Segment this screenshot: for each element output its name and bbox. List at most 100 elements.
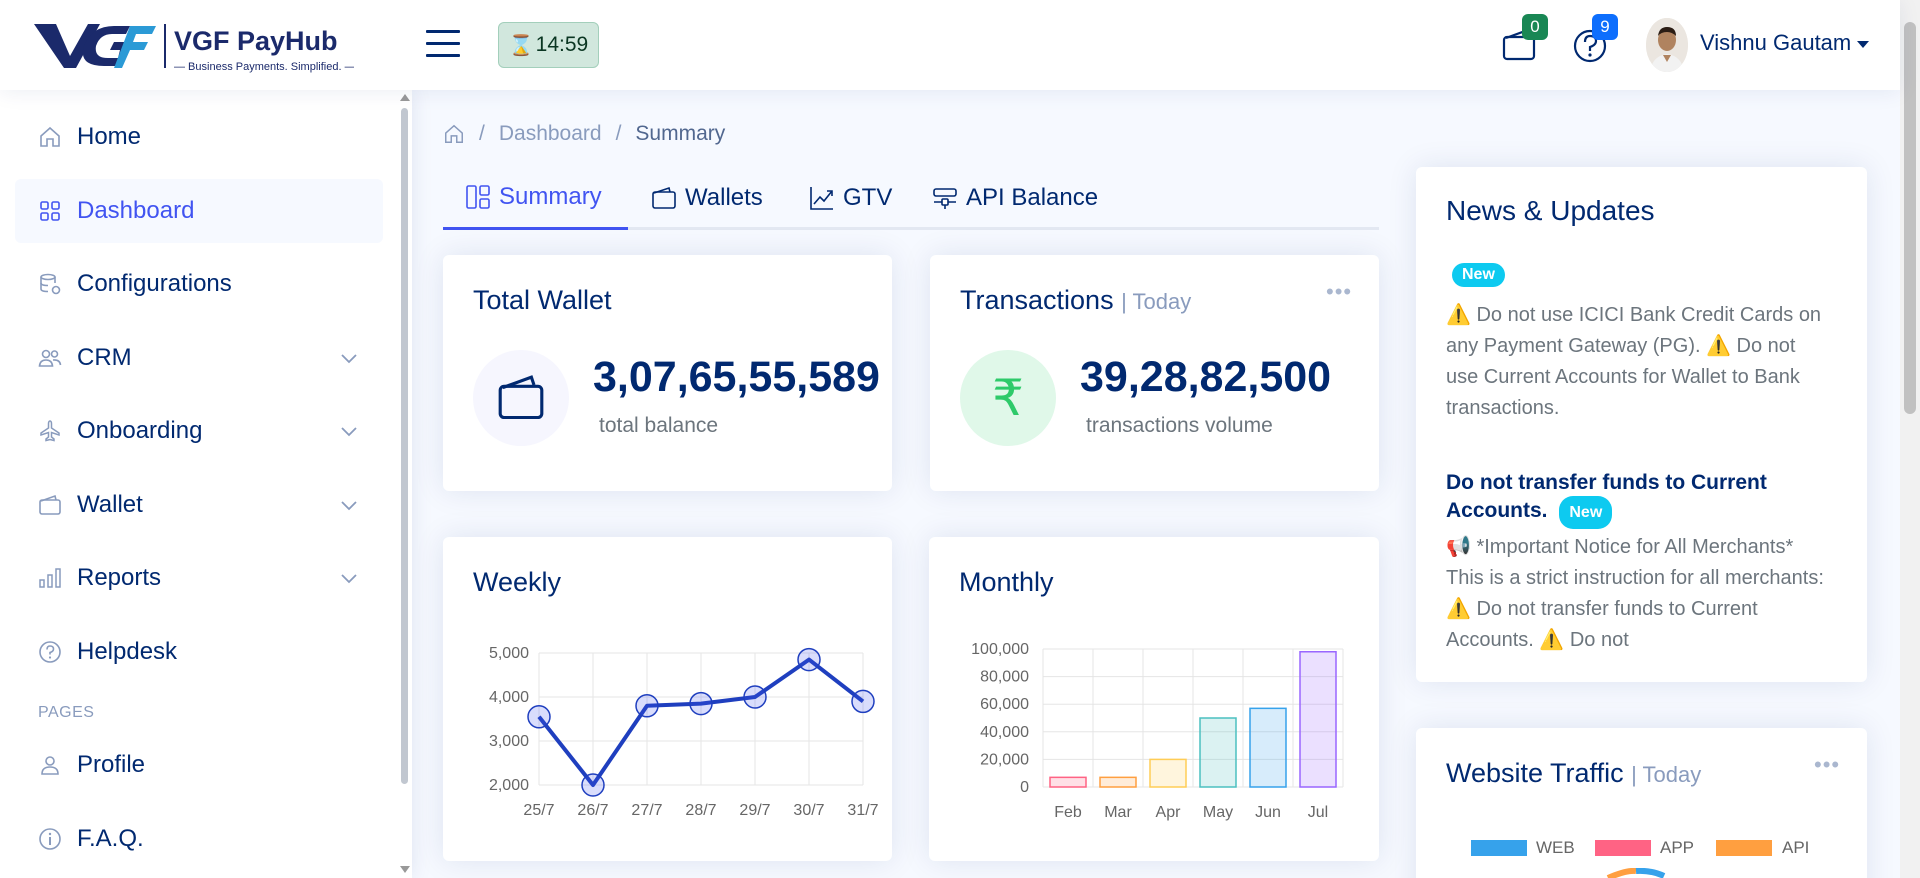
sidebar-item-home[interactable]: Home — [15, 105, 383, 169]
transactions-volume-label: transactions volume — [1086, 414, 1273, 437]
total-balance-label: total balance — [599, 414, 719, 437]
brand-logo[interactable]: VGF PayHub — Business Payments. Simplifi… — [34, 18, 356, 74]
tab-wallets[interactable]: Wallets — [651, 166, 763, 230]
sidebar-item-reports[interactable]: Reports — [15, 546, 383, 610]
website-traffic-card: Website Traffic | Today ••• WEB APP API — [1416, 728, 1867, 878]
monthly-bar-chart: 100,000 80,000 60,000 40,000 20,000 0 Feb Mar Ap… — [971, 641, 1344, 821]
people-icon — [37, 345, 63, 371]
more-options-icon[interactable]: ••• — [1326, 279, 1353, 304]
data-point — [581, 773, 605, 797]
more-options-icon[interactable]: ••• — [1814, 752, 1841, 777]
weekly-card: Weekly 5,000 4,000 3,000 2,000 25/7 26/7 27/7 2… — [443, 537, 892, 861]
breadcrumb-dashboard[interactable]: Dashboard — [498, 122, 602, 145]
grid-icon — [37, 198, 63, 224]
house-icon — [37, 124, 63, 150]
x-tick-label: Feb — [1054, 804, 1082, 821]
sidebar-item-dashboard[interactable]: Dashboard — [15, 179, 383, 243]
news-item-title[interactable]: Do not transfer funds to Current Account… — [1446, 469, 1826, 529]
news-title: News & Updates — [1446, 195, 1655, 226]
brand-tagline: — Business Payments. Simplified. — — [174, 61, 354, 73]
card-title: Monthly — [959, 567, 1054, 597]
chevron-down-icon — [341, 427, 357, 437]
news-item-body: ⚠️ Do not use ICICI Bank Credit Cards on… — [1446, 304, 1822, 419]
data-point — [743, 685, 767, 709]
scroll-down-arrow-icon[interactable] — [400, 866, 410, 873]
x-tick-label: 27/7 — [631, 802, 662, 819]
card-title: Website Traffic | Today — [1446, 758, 1701, 789]
y-tick-label: 5,000 — [489, 645, 529, 662]
sidebar-item-label: Profile — [77, 751, 146, 778]
data-point — [851, 689, 875, 714]
sidebar-item-label: Dashboard — [77, 197, 195, 224]
sidebar-item-label: Wallet — [77, 491, 143, 518]
info-circle-icon — [37, 826, 63, 852]
dashboard-tabs: Summary Wallets GTV API Balance — [443, 166, 1379, 230]
sidebar-item-label: CRM — [77, 344, 132, 371]
user-menu[interactable]: Vishnu Gautam — [1700, 30, 1870, 56]
bar-chart-icon — [37, 565, 63, 591]
x-tick-label: 31/7 — [847, 802, 878, 819]
wallet-icon — [652, 186, 676, 209]
x-tick-label: 28/7 — [685, 802, 716, 819]
page-scrollbar-thumb[interactable] — [1904, 22, 1916, 414]
avatar[interactable] — [1646, 18, 1688, 72]
breadcrumb: / Dashboard / Summary — [443, 122, 725, 146]
house-icon[interactable] — [443, 123, 465, 145]
sliders-icon — [933, 188, 957, 209]
bar — [1199, 717, 1237, 788]
tab-api-balance[interactable]: API Balance — [932, 166, 1098, 230]
x-tick-label: 26/7 — [577, 802, 608, 819]
sidebar-scrollbar-thumb[interactable] — [401, 108, 408, 784]
y-tick-label: 60,000 — [980, 696, 1029, 713]
transactions-title: Transactions — [960, 285, 1114, 315]
x-tick-label: Jul — [1308, 804, 1328, 821]
airplane-icon — [37, 418, 63, 444]
sidebar-item-crm[interactable]: CRM — [15, 326, 383, 390]
sidebar-item-profile[interactable]: Profile — [15, 733, 383, 797]
tab-label: API Balance — [966, 184, 1099, 211]
scroll-up-arrow-icon[interactable] — [400, 94, 410, 101]
sidebar-item-faq[interactable]: F.A.Q. — [15, 807, 383, 871]
sidebar-item-configurations[interactable]: Configurations — [15, 252, 383, 316]
breadcrumb-separator: / — [479, 122, 485, 145]
caret-down-icon — [1857, 40, 1870, 48]
wallet-notifications-button[interactable]: 0 — [1500, 14, 1548, 64]
breadcrumb-current: Summary — [635, 122, 726, 145]
layout-icon — [466, 184, 490, 209]
rupee-icon: ₹ — [960, 350, 1056, 446]
x-tick-label: 30/7 — [793, 802, 824, 819]
wallet-icon — [37, 492, 63, 518]
y-tick-label: 20,000 — [980, 751, 1029, 768]
legend-swatch-api[interactable] — [1716, 840, 1772, 856]
help-badge: 9 — [1592, 14, 1618, 40]
bar — [1249, 707, 1287, 788]
sidebar-item-wallet[interactable]: Wallet — [15, 473, 383, 537]
y-tick-label: 80,000 — [980, 669, 1029, 686]
brand-name: VGF PayHub — [174, 26, 338, 56]
legend-swatch-app[interactable] — [1595, 840, 1651, 856]
tab-gtv[interactable]: GTV — [809, 166, 892, 230]
x-tick-label: 25/7 — [523, 802, 554, 819]
data-point — [797, 647, 821, 672]
sidebar-item-helpdesk[interactable]: Helpdesk — [15, 620, 383, 684]
tab-label: Summary — [499, 182, 602, 210]
help-button[interactable]: 9 — [1570, 14, 1618, 64]
tab-summary[interactable]: Summary — [443, 166, 628, 230]
legend-swatch-web[interactable] — [1471, 840, 1527, 856]
x-tick-label: Jun — [1255, 804, 1281, 821]
sidebar-item-label: F.A.Q. — [77, 825, 144, 852]
sidebar-item-onboarding[interactable]: Onboarding — [15, 399, 383, 463]
bar — [1049, 776, 1087, 788]
sidebar-item-label: Home — [77, 123, 142, 150]
y-tick-label: 100,000 — [971, 641, 1029, 658]
legend-label-web[interactable]: WEB — [1536, 838, 1575, 857]
wallet-badge: 0 — [1522, 14, 1548, 40]
data-point — [689, 691, 713, 716]
new-badge: New — [1452, 263, 1505, 287]
new-badge: New — [1559, 496, 1613, 529]
legend-label-app[interactable]: APP — [1660, 838, 1695, 857]
menu-toggle-icon[interactable] — [426, 30, 460, 58]
sidebar-heading-pages: PAGES — [38, 704, 95, 721]
card-title: Weekly — [473, 567, 562, 597]
legend-label-api[interactable]: API — [1782, 838, 1810, 857]
